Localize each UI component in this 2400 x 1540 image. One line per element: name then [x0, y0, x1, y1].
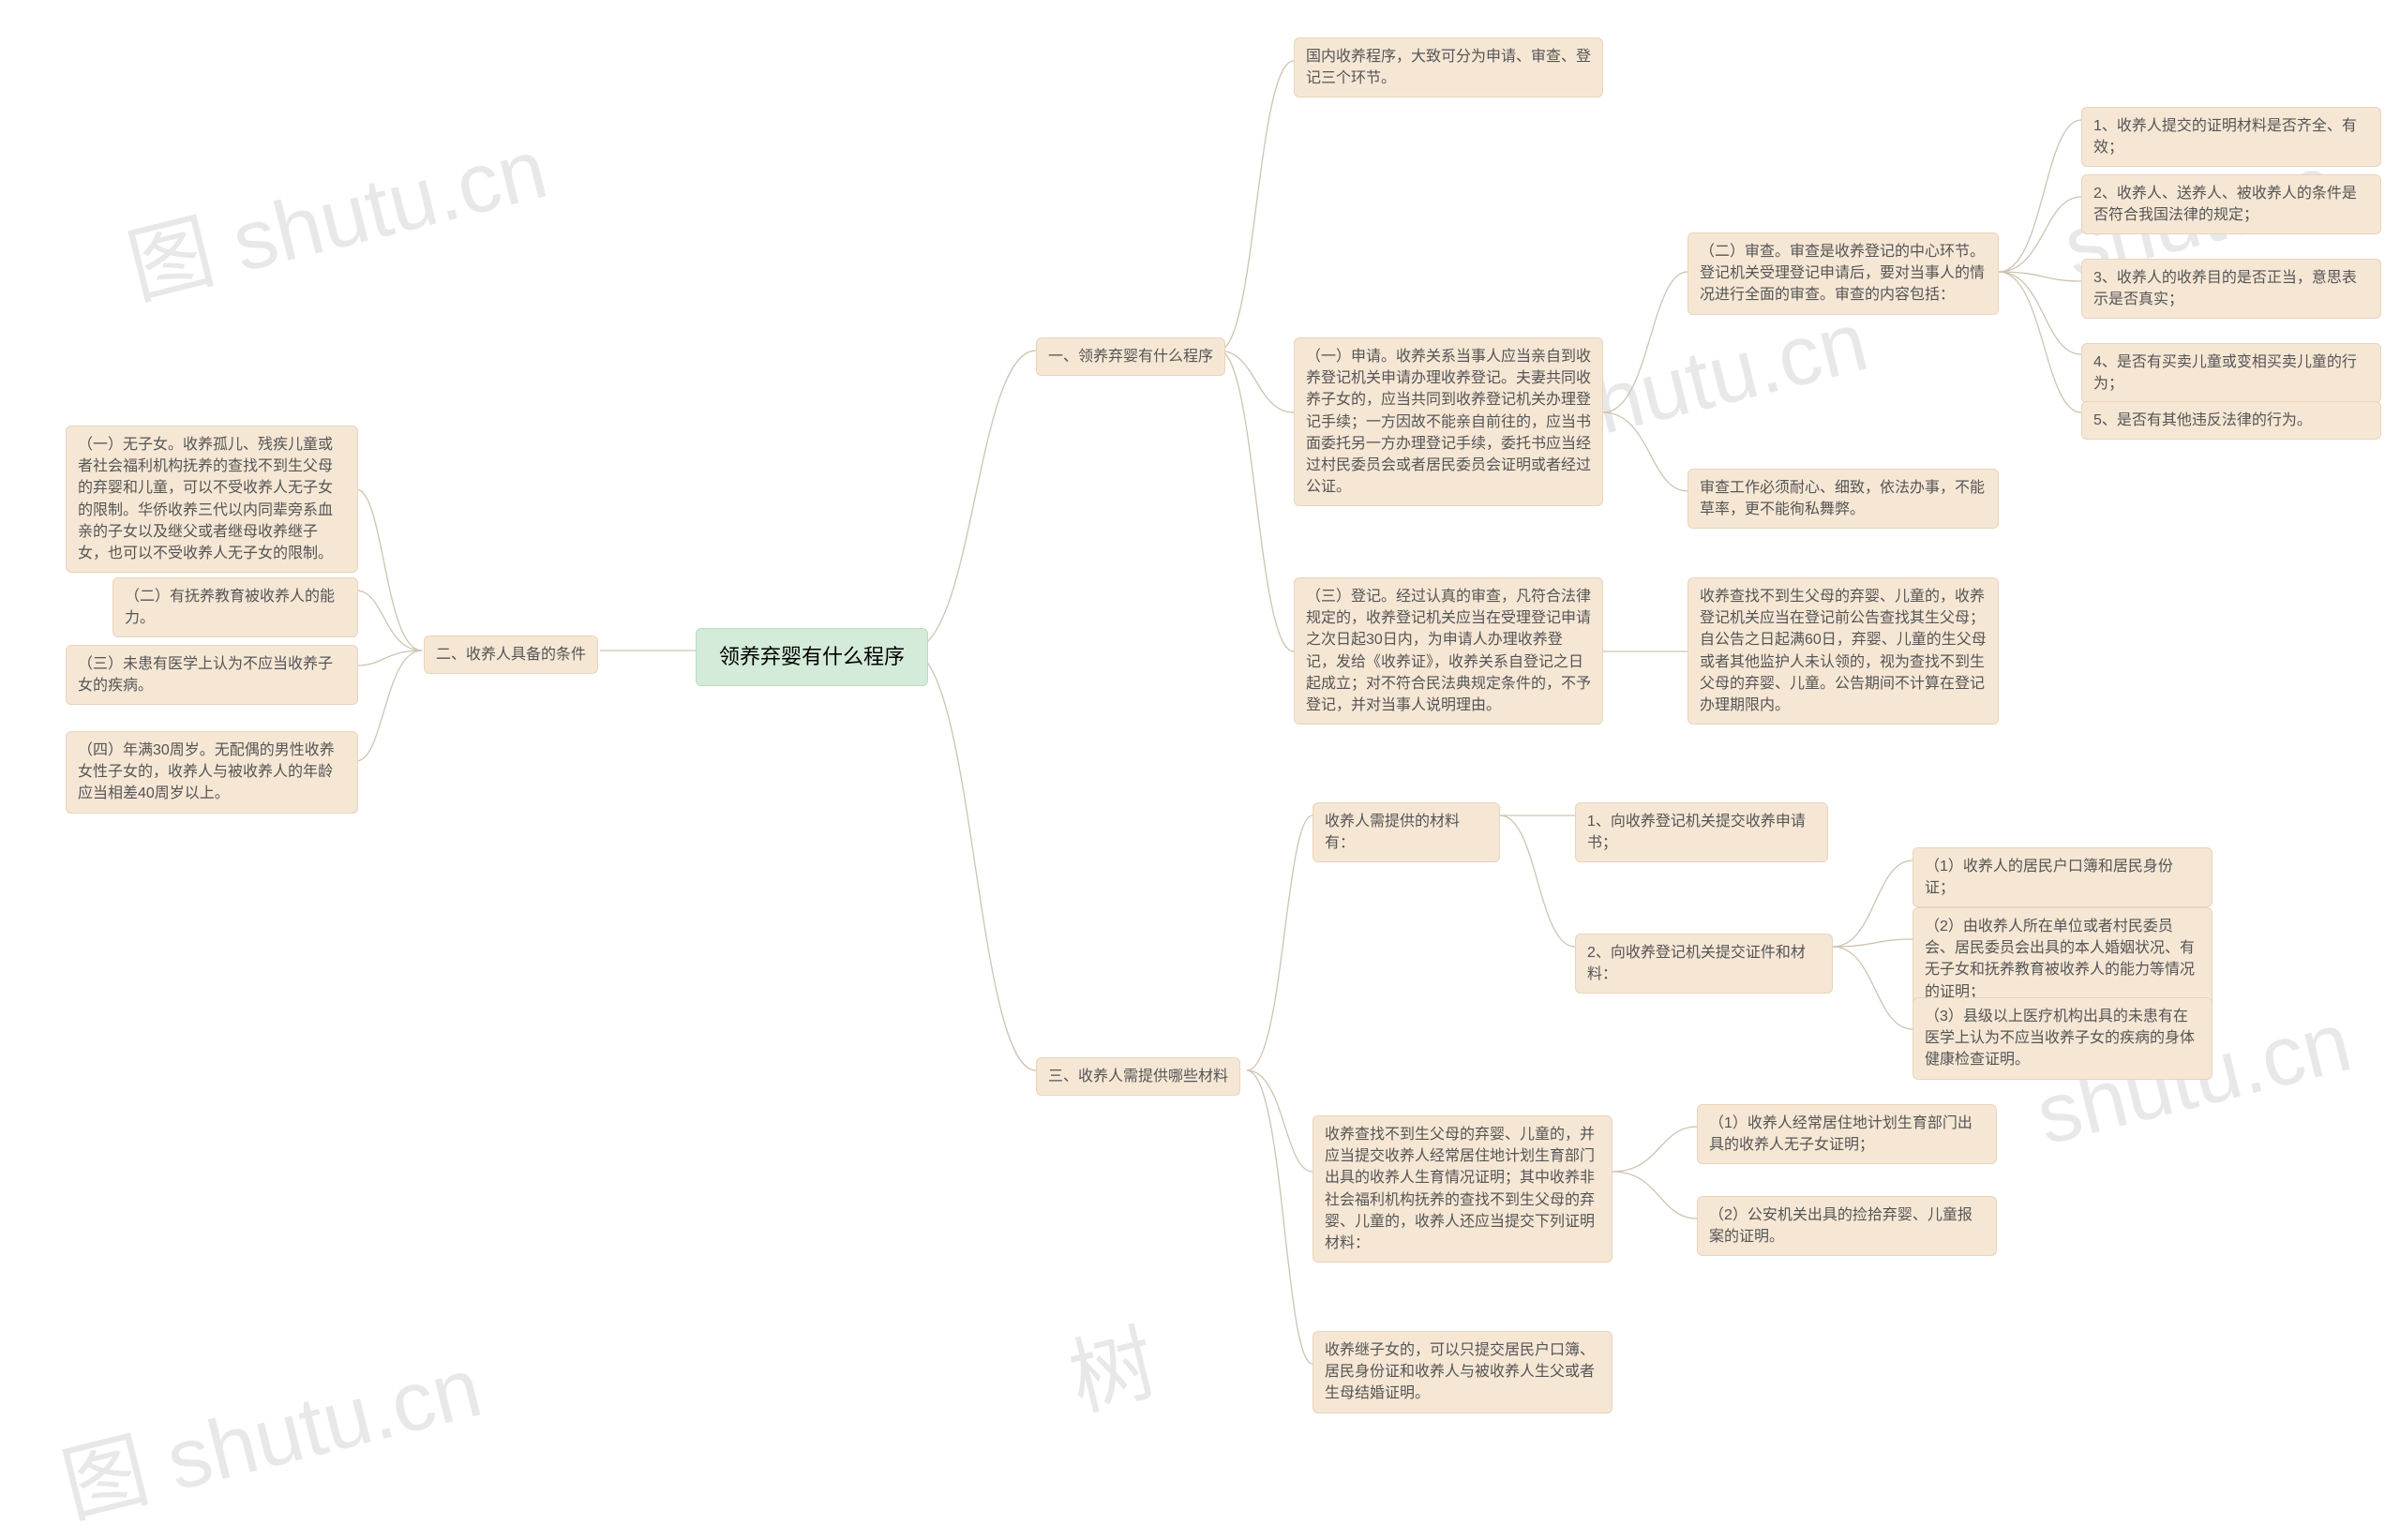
watermark: 树	[1056, 1294, 1167, 1433]
section2-item: （一）无子女。收养孤儿、残疾儿童或者社会福利机构抚养的查找不到生父母的弃婴和儿童…	[66, 426, 358, 573]
section3-para1-sub: （1）收养人经常居住地计划生育部门出具的收养人无子女证明；	[1697, 1104, 1997, 1164]
review-item: 4、是否有买卖儿童或变相买卖儿童的行为；	[2081, 343, 2381, 403]
section2-title: 二、收养人具备的条件	[424, 635, 598, 674]
section3-item1: 1、向收养登记机关提交收养申请书；	[1575, 802, 1828, 862]
section3-para2: 收养继子女的，可以只提交居民户口簿、居民身份证和收养人与被收养人生父或者生母结婚…	[1312, 1331, 1612, 1413]
section1-title: 一、领养弃婴有什么程序	[1036, 337, 1225, 376]
section3-item2-sub: （1）收养人的居民户口簿和居民身份证；	[1912, 847, 2212, 907]
section2-item: （三）未患有医学上认为不应当收养子女的疾病。	[66, 645, 358, 705]
review-item: 1、收养人提交的证明材料是否齐全、有效；	[2081, 107, 2381, 167]
section1-intro: 国内收养程序，大致可分为申请、审查、登记三个环节。	[1294, 37, 1603, 97]
section3-para1: 收养查找不到生父母的弃婴、儿童的，并应当提交收养人经常居住地计划生育部门出具的收…	[1312, 1115, 1612, 1263]
section3-title: 三、收养人需提供哪些材料	[1036, 1057, 1240, 1096]
section3-item2-sub: （3）县级以上医疗机构出具的未患有在医学上认为不应当收养子女的疾病的身体健康检查…	[1912, 997, 2212, 1080]
root-node: 领养弃婴有什么程序	[696, 628, 928, 686]
watermark: 图 shutu.cn	[48, 1319, 491, 1540]
connectors	[0, 0, 2400, 1511]
section3-item2-sub: （2）由收养人所在单位或者村民委员会、居民委员会出具的本人婚姻状况、有无子女和抚…	[1912, 907, 2212, 1011]
review-item: 5、是否有其他违反法律的行为。	[2081, 401, 2381, 440]
section1-review: （二）审查。审查是收养登记的中心环节。登记机关受理登记申请后，要对当事人的情况进…	[1688, 232, 1999, 315]
section2-item: （四）年满30周岁。无配偶的男性收养女性子女的，收养人与被收养人的年龄应当相差4…	[66, 731, 358, 814]
section3-materials-title: 收养人需提供的材料有：	[1312, 802, 1500, 862]
section1-apply: （一）申请。收养关系当事人应当亲自到收养登记机关申请办理收养登记。夫妻共同收养子…	[1294, 337, 1603, 506]
section1-register: （三）登记。经过认真的审查，凡符合法律规定的，收养登记机关应当在受理登记申请之次…	[1294, 577, 1603, 725]
review-item: 3、收养人的收养目的是否正当，意思表示是否真实；	[2081, 259, 2381, 319]
section3-item2: 2、向收养登记机关提交证件和材料：	[1575, 934, 1833, 994]
section2-item: （二）有抚养教育被收养人的能力。	[112, 577, 358, 637]
review-item: 2、收养人、送养人、被收养人的条件是否符合我国法律的规定；	[2081, 174, 2381, 234]
section1-review-note: 审查工作必须耐心、细致，依法办事，不能草率，更不能徇私舞弊。	[1688, 469, 1999, 529]
section1-register-extra: 收养查找不到生父母的弃婴、儿童的，收养登记机关应当在登记前公告查找其生父母；自公…	[1688, 577, 1999, 725]
watermark: 图 shutu.cn	[113, 100, 557, 321]
section3-para1-sub: （2）公安机关出具的捡拾弃婴、儿童报案的证明。	[1697, 1196, 1997, 1256]
